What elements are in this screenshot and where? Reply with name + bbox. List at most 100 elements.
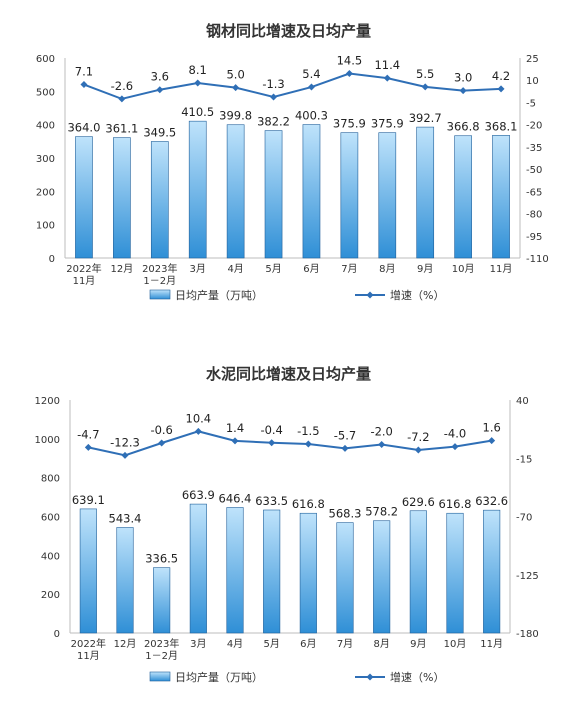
bar-data-label: 633.5 [255, 494, 288, 508]
line-data-label: -7.2 [407, 430, 429, 444]
y2-tick-label: -95 [526, 232, 542, 243]
growth-point [84, 443, 92, 451]
bar [116, 527, 134, 634]
bar-data-label: 366.8 [447, 120, 480, 134]
line-data-label: 14.5 [337, 54, 363, 68]
bar-data-label: 349.5 [143, 126, 176, 140]
growth-point [270, 93, 278, 101]
growth-point [194, 427, 202, 435]
y2-tick-label: 25 [526, 54, 539, 65]
y2-tick-label: -20 [526, 121, 542, 132]
bar [75, 136, 93, 259]
bar-data-label: 392.7 [409, 111, 442, 125]
line-data-label: 5.0 [226, 68, 244, 82]
x-tick-label: 6月 [300, 638, 316, 650]
y2-tick-label: -5 [526, 98, 536, 109]
y-tick-label: 100 [36, 221, 55, 232]
x-tick-label: 5月 [265, 263, 281, 275]
bar [150, 141, 169, 259]
bar [454, 135, 472, 259]
growth-point [121, 451, 129, 459]
legend-line-label: 增速（%） [390, 288, 444, 302]
bar [226, 507, 244, 634]
x-tick-label: 10月 [444, 638, 467, 650]
growth-point [268, 439, 276, 447]
y-tick-label: 400 [36, 121, 55, 132]
growth-point [341, 444, 349, 452]
line-data-label: 3.0 [454, 71, 472, 85]
x-tick-label: 10月 [452, 263, 475, 275]
legend-bar-swatch [149, 671, 171, 682]
y-tick-label: 300 [36, 154, 55, 165]
bar-data-label: 400.3 [295, 109, 328, 123]
x-tick-label: 5月 [263, 638, 279, 650]
bar-data-label: 410.5 [181, 105, 214, 119]
bar [302, 124, 321, 259]
y-tick-label: 1000 [35, 435, 60, 446]
line-data-label: 5.4 [302, 67, 320, 81]
line-data-label: 1.4 [226, 421, 244, 435]
y2-tick-label: -65 [526, 187, 542, 198]
line-data-label: 10.4 [186, 411, 212, 425]
bar-data-label: 663.9 [182, 488, 215, 502]
y2-tick-label: -70 [516, 513, 532, 524]
chart-title: 水泥同比增速及日均产量 [205, 365, 371, 383]
steel-chart-panel: 钢材同比增速及日均产量 0 100 200 300 400 500 600 25 10 -5 -20… [0, 0, 577, 320]
bar-data-label: 632.6 [475, 494, 508, 508]
x-tick-label: 7月 [341, 263, 357, 275]
x-tick-label: 1－2月 [145, 650, 178, 662]
bar-data-label: 375.9 [371, 117, 404, 131]
legend-bar-swatch [149, 289, 171, 300]
line-data-label: -1.3 [262, 77, 284, 91]
x-tick-label: 6月 [303, 263, 319, 275]
line-data-label: -4.7 [77, 427, 99, 441]
bar [483, 509, 501, 634]
growth-point [158, 439, 166, 447]
growth-point [497, 85, 505, 93]
bar [378, 132, 397, 259]
y-tick-label: 0 [54, 629, 60, 640]
bar-data-label: 568.3 [329, 507, 362, 521]
growth-point [156, 86, 164, 94]
growth-point [414, 446, 422, 454]
growth-point [118, 95, 126, 103]
x-tick-label: 2023年 [142, 262, 177, 275]
x-tick-label: 9月 [417, 263, 433, 275]
x-tick-label: 1－2月 [143, 275, 176, 287]
x-tick-label: 9月 [410, 638, 426, 650]
bar [409, 510, 427, 634]
bar-data-label: 578.2 [365, 505, 398, 519]
line-data-label: 1.6 [483, 421, 501, 435]
x-tick-label: 3月 [190, 263, 206, 275]
line-data-label: -0.4 [260, 423, 282, 437]
line-data-label: -0.6 [150, 423, 172, 437]
line-data-label: 5.5 [416, 67, 434, 81]
x-tick-label: 4月 [227, 263, 243, 275]
steel-chart-svg: 0 100 200 300 400 500 600 25 10 -5 -20 -35 -50 -65 -80… [36, 54, 549, 302]
y-tick-label: 0 [49, 254, 55, 265]
chart-title: 钢材同比增速及日均产量 [205, 22, 371, 40]
x-tick-label: 11月 [490, 263, 513, 275]
x-tick-label: 11月 [73, 275, 96, 287]
line-data-label: 3.6 [151, 70, 169, 84]
x-tick-label: 8月 [379, 263, 395, 275]
bar [264, 130, 283, 259]
growth-point [304, 440, 312, 448]
y-tick-label: 800 [41, 474, 60, 485]
line-data-label: -4.0 [444, 427, 466, 441]
bar [226, 124, 245, 259]
y-tick-label: 1200 [35, 396, 60, 407]
line-data-label: 7.1 [75, 65, 93, 79]
bar-data-label: 399.8 [219, 109, 252, 123]
x-tick-label: 3月 [190, 638, 206, 650]
growth-point [378, 440, 386, 448]
bar [373, 520, 391, 634]
bar [340, 132, 359, 259]
growth-point [488, 437, 496, 445]
y-tick-label: 600 [36, 54, 55, 65]
bar-data-label: 336.5 [145, 552, 178, 566]
line-data-label: -12.3 [110, 435, 140, 449]
line-data-label: -2.0 [370, 424, 392, 438]
growth-point [383, 74, 391, 82]
bar-data-label: 382.2 [257, 115, 290, 129]
